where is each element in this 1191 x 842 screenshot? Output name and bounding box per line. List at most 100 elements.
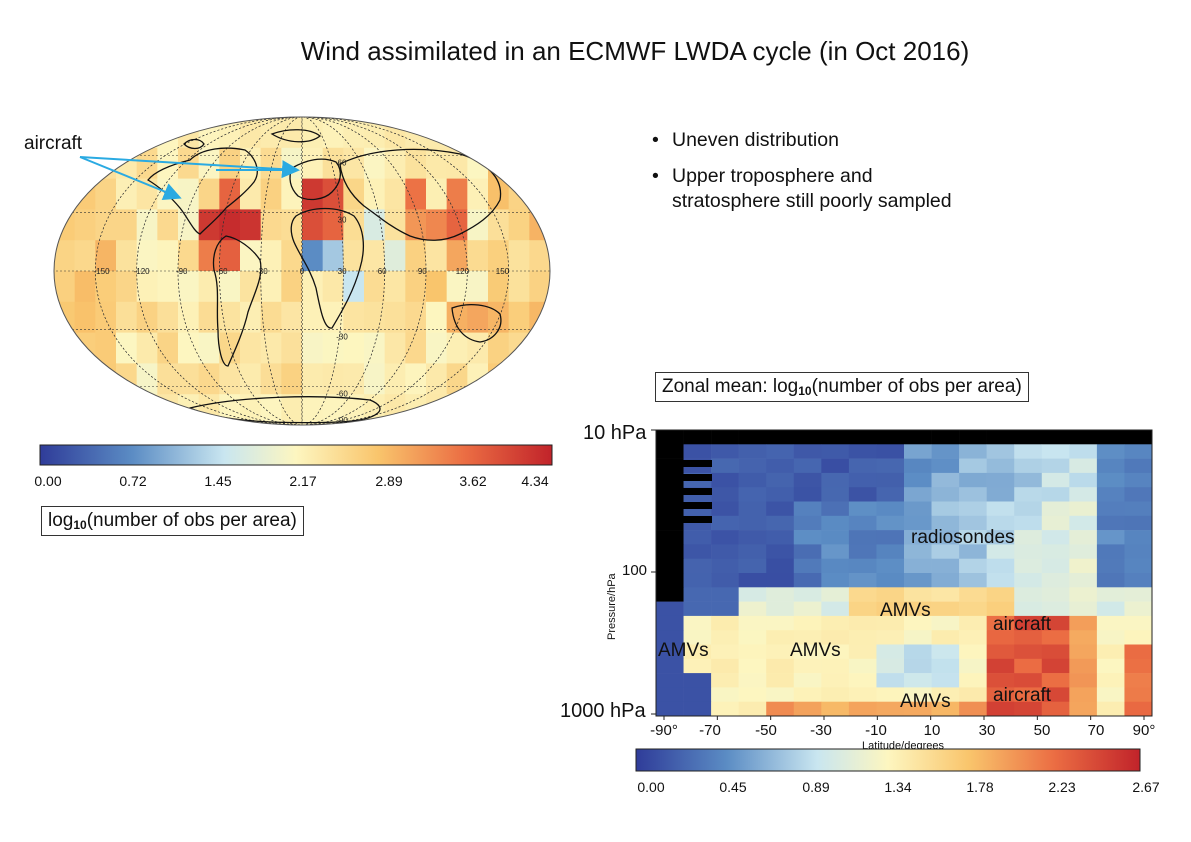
map-cell <box>426 117 448 149</box>
zonal-cell <box>1041 530 1070 545</box>
zonal-cell <box>959 587 987 602</box>
zonal-colorbar-tick: 0.45 <box>719 779 747 795</box>
map-cell <box>467 301 489 334</box>
zonal-cell <box>738 630 767 645</box>
map-cell <box>260 301 282 334</box>
map-cell <box>54 178 76 210</box>
zonal-cell <box>656 544 684 559</box>
zonal-cell <box>711 530 739 545</box>
zonal-cell <box>876 487 905 502</box>
map-cell <box>508 147 530 180</box>
zonal-cell <box>848 530 877 545</box>
zonal-cell <box>848 573 877 588</box>
longitude-label: -90 <box>176 267 188 276</box>
map-cell <box>281 147 303 180</box>
zonal-cell <box>848 587 877 602</box>
zonal-cell <box>793 444 822 459</box>
zonal-cell <box>766 687 795 702</box>
map-annotation-aircraft: aircraft <box>24 133 83 154</box>
zonal-cell <box>821 573 850 588</box>
bullet-text: Uneven distribution <box>672 129 839 151</box>
zonal-cell <box>656 673 684 688</box>
longitude-label: 0 <box>300 267 305 276</box>
zonal-cell <box>931 601 960 617</box>
zonal-cell <box>766 630 795 645</box>
zonal-cell <box>821 687 850 702</box>
map-cell <box>240 332 262 364</box>
zonal-cell <box>1069 544 1098 559</box>
map-cell <box>405 363 427 395</box>
zonal-cell <box>738 472 767 488</box>
zonal-cell <box>656 487 684 502</box>
zonal-cell <box>931 658 960 674</box>
zonal-cell <box>1096 558 1125 574</box>
map-cell <box>364 363 386 395</box>
map-cell <box>302 147 324 180</box>
map-cell <box>364 240 386 272</box>
zonal-cell <box>931 630 960 645</box>
zonal-cell <box>931 458 960 474</box>
map-cell <box>322 209 344 241</box>
zonal-cell <box>1096 601 1125 617</box>
map-cell <box>74 209 96 241</box>
zonal-cell <box>683 587 712 602</box>
zonal-cell <box>986 658 1015 674</box>
lat-tick: 10 <box>923 722 941 739</box>
zonal-cell <box>986 458 1015 474</box>
map-cell <box>136 209 158 241</box>
longitude-label: 90 <box>418 267 427 276</box>
zonal-cell <box>793 487 822 502</box>
map-cell <box>322 301 344 334</box>
bullet-item: • Uneven distribution <box>652 128 952 153</box>
zonal-cell <box>738 430 767 445</box>
zonal-cell <box>931 430 960 445</box>
zonal-cell <box>766 530 795 545</box>
zonal-cell <box>793 515 822 531</box>
zonal-cell <box>1096 472 1125 488</box>
map-cell <box>198 301 220 334</box>
map-cell <box>364 394 386 425</box>
zonal-cell <box>1014 544 1043 559</box>
zonal-cell <box>1124 615 1153 631</box>
zonal-cell <box>904 701 932 717</box>
zonal-cell <box>711 701 739 717</box>
map-cell <box>240 301 262 334</box>
zonal-cell <box>931 701 960 717</box>
zonal-cell <box>738 687 767 702</box>
zonal-cell <box>1096 658 1125 674</box>
map-cell <box>467 147 489 180</box>
zonal-cell <box>959 673 987 688</box>
latitude-label: -60 <box>336 390 348 399</box>
pressure-tick-bottom: 1000 hPa <box>560 700 646 722</box>
zonal-cell <box>821 701 850 717</box>
zonal-cell <box>1124 587 1153 602</box>
zonal-cell <box>876 701 905 717</box>
map-cell <box>178 301 200 334</box>
zonal-cell <box>1124 701 1153 717</box>
map-cell <box>488 394 510 425</box>
zonal-cell <box>738 615 767 631</box>
zonal-cell <box>821 587 850 602</box>
zonal-cell <box>876 430 905 445</box>
map-cell <box>302 178 324 210</box>
map-cell <box>405 117 427 149</box>
map-cell <box>136 178 158 210</box>
zonal-cell <box>821 501 850 517</box>
zonal-cell <box>711 501 739 517</box>
zonal-cell <box>1096 444 1125 459</box>
map-cell <box>178 332 200 364</box>
zonal-cell <box>738 515 767 531</box>
map-cell <box>260 209 282 241</box>
zonal-cell <box>1014 430 1043 445</box>
zonal-cell <box>876 501 905 517</box>
zonal-cell <box>793 630 822 645</box>
map-cell <box>198 363 220 395</box>
zonal-cell <box>876 544 905 559</box>
map-cell <box>364 271 386 303</box>
zonal-cell <box>711 615 739 631</box>
zonal-cell <box>1096 530 1125 545</box>
zonal-cell <box>986 430 1015 445</box>
zonal-cell <box>683 444 712 459</box>
zonal-cell <box>738 601 767 617</box>
map-cell <box>136 117 158 149</box>
